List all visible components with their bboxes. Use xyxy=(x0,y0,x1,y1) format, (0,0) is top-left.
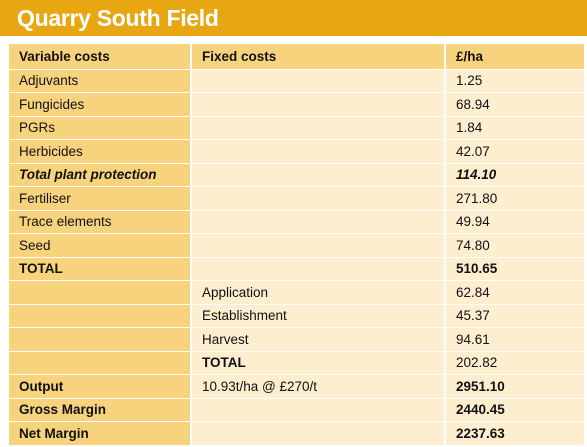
fixed-cost-cell xyxy=(191,209,446,234)
fixed-cost-cell: Establishment xyxy=(191,303,446,328)
value-cell: 68.94 xyxy=(445,92,584,116)
value-cell: 271.80 xyxy=(445,186,584,210)
row-label xyxy=(9,350,192,375)
panel-title: Quarry South Field xyxy=(17,5,219,31)
output-row: Output 10.93t/ha @ £270/t 2951.10 xyxy=(9,374,584,398)
table-row: Establishment 45.37 xyxy=(9,303,584,328)
row-label: Net Margin xyxy=(9,421,192,445)
row-label: Fertiliser xyxy=(9,186,192,210)
subtotal-row: Total plant protection 114.10 xyxy=(9,162,584,187)
value-cell: 510.65 xyxy=(445,256,584,281)
fixed-cost-cell: Application xyxy=(191,280,446,304)
value-cell: 45.37 xyxy=(445,303,584,328)
fixed-cost-cell: TOTAL xyxy=(191,350,446,375)
value-cell: 1.84 xyxy=(445,115,584,140)
fixed-cost-cell xyxy=(191,92,446,116)
value-cell: 94.61 xyxy=(445,327,584,351)
value-cell: 114.10 xyxy=(445,162,584,187)
fixed-cost-cell xyxy=(191,397,446,422)
value-cell: 74.80 xyxy=(445,233,584,257)
row-label xyxy=(9,280,192,304)
net-margin-row: Net Margin 2237.63 xyxy=(9,421,584,445)
fixed-cost-cell xyxy=(191,139,446,163)
fixed-cost-cell: 10.93t/ha @ £270/t xyxy=(191,374,446,398)
row-label: Total plant protection xyxy=(9,162,192,187)
value-cell: 62.84 xyxy=(445,280,584,304)
row-label: Fungicides xyxy=(9,92,192,116)
value-cell: 42.07 xyxy=(445,139,584,163)
fixed-cost-cell xyxy=(191,186,446,210)
row-label xyxy=(9,327,192,351)
gross-margin-row: Gross Margin 2440.45 xyxy=(9,397,584,422)
fixed-cost-cell xyxy=(191,162,446,187)
value-cell: 49.94 xyxy=(445,209,584,234)
table-row: Herbicides 42.07 xyxy=(9,139,584,163)
value-cell: 2951.10 xyxy=(445,374,584,398)
title-bar: Quarry South Field xyxy=(0,0,587,36)
fixed-cost-cell xyxy=(191,115,446,140)
total-row: TOTAL 510.65 xyxy=(9,256,584,281)
cost-table: Variable costs Fixed costs £/ha Adjuvant… xyxy=(9,44,584,445)
fixed-cost-cell xyxy=(191,233,446,257)
table-row: Harvest 94.61 xyxy=(9,327,584,351)
value-cell: 202.82 xyxy=(445,350,584,375)
table-row: Adjuvants 1.25 xyxy=(9,68,584,93)
value-cell: 2237.63 xyxy=(445,421,584,445)
row-label: Output xyxy=(9,374,192,398)
fixed-cost-cell xyxy=(191,256,446,281)
row-label: Seed xyxy=(9,233,192,257)
table-row: Application 62.84 xyxy=(9,280,584,304)
table-row: Fungicides 68.94 xyxy=(9,92,584,116)
table-row: Fertiliser 271.80 xyxy=(9,186,584,210)
row-label: Gross Margin xyxy=(9,397,192,422)
row-label: TOTAL xyxy=(9,256,192,281)
total-row: TOTAL 202.82 xyxy=(9,350,584,375)
fixed-cost-cell xyxy=(191,68,446,93)
row-label xyxy=(9,303,192,328)
table-row: PGRs 1.84 xyxy=(9,115,584,140)
fixed-cost-cell: Harvest xyxy=(191,327,446,351)
table-row: Seed 74.80 xyxy=(9,233,584,257)
header-row: Variable costs Fixed costs £/ha xyxy=(9,44,584,69)
table-row: Trace elements 49.94 xyxy=(9,209,584,234)
fixed-costs-header: Fixed costs xyxy=(191,44,446,69)
fixed-cost-cell xyxy=(191,421,446,445)
value-cell: 2440.45 xyxy=(445,397,584,422)
row-label: Herbicides xyxy=(9,139,192,163)
value-cell: 1.25 xyxy=(445,68,584,93)
variable-costs-header: Variable costs xyxy=(9,44,192,69)
row-label: Trace elements xyxy=(9,209,192,234)
row-label: Adjuvants xyxy=(9,68,192,93)
value-header: £/ha xyxy=(445,44,584,69)
row-label: PGRs xyxy=(9,115,192,140)
